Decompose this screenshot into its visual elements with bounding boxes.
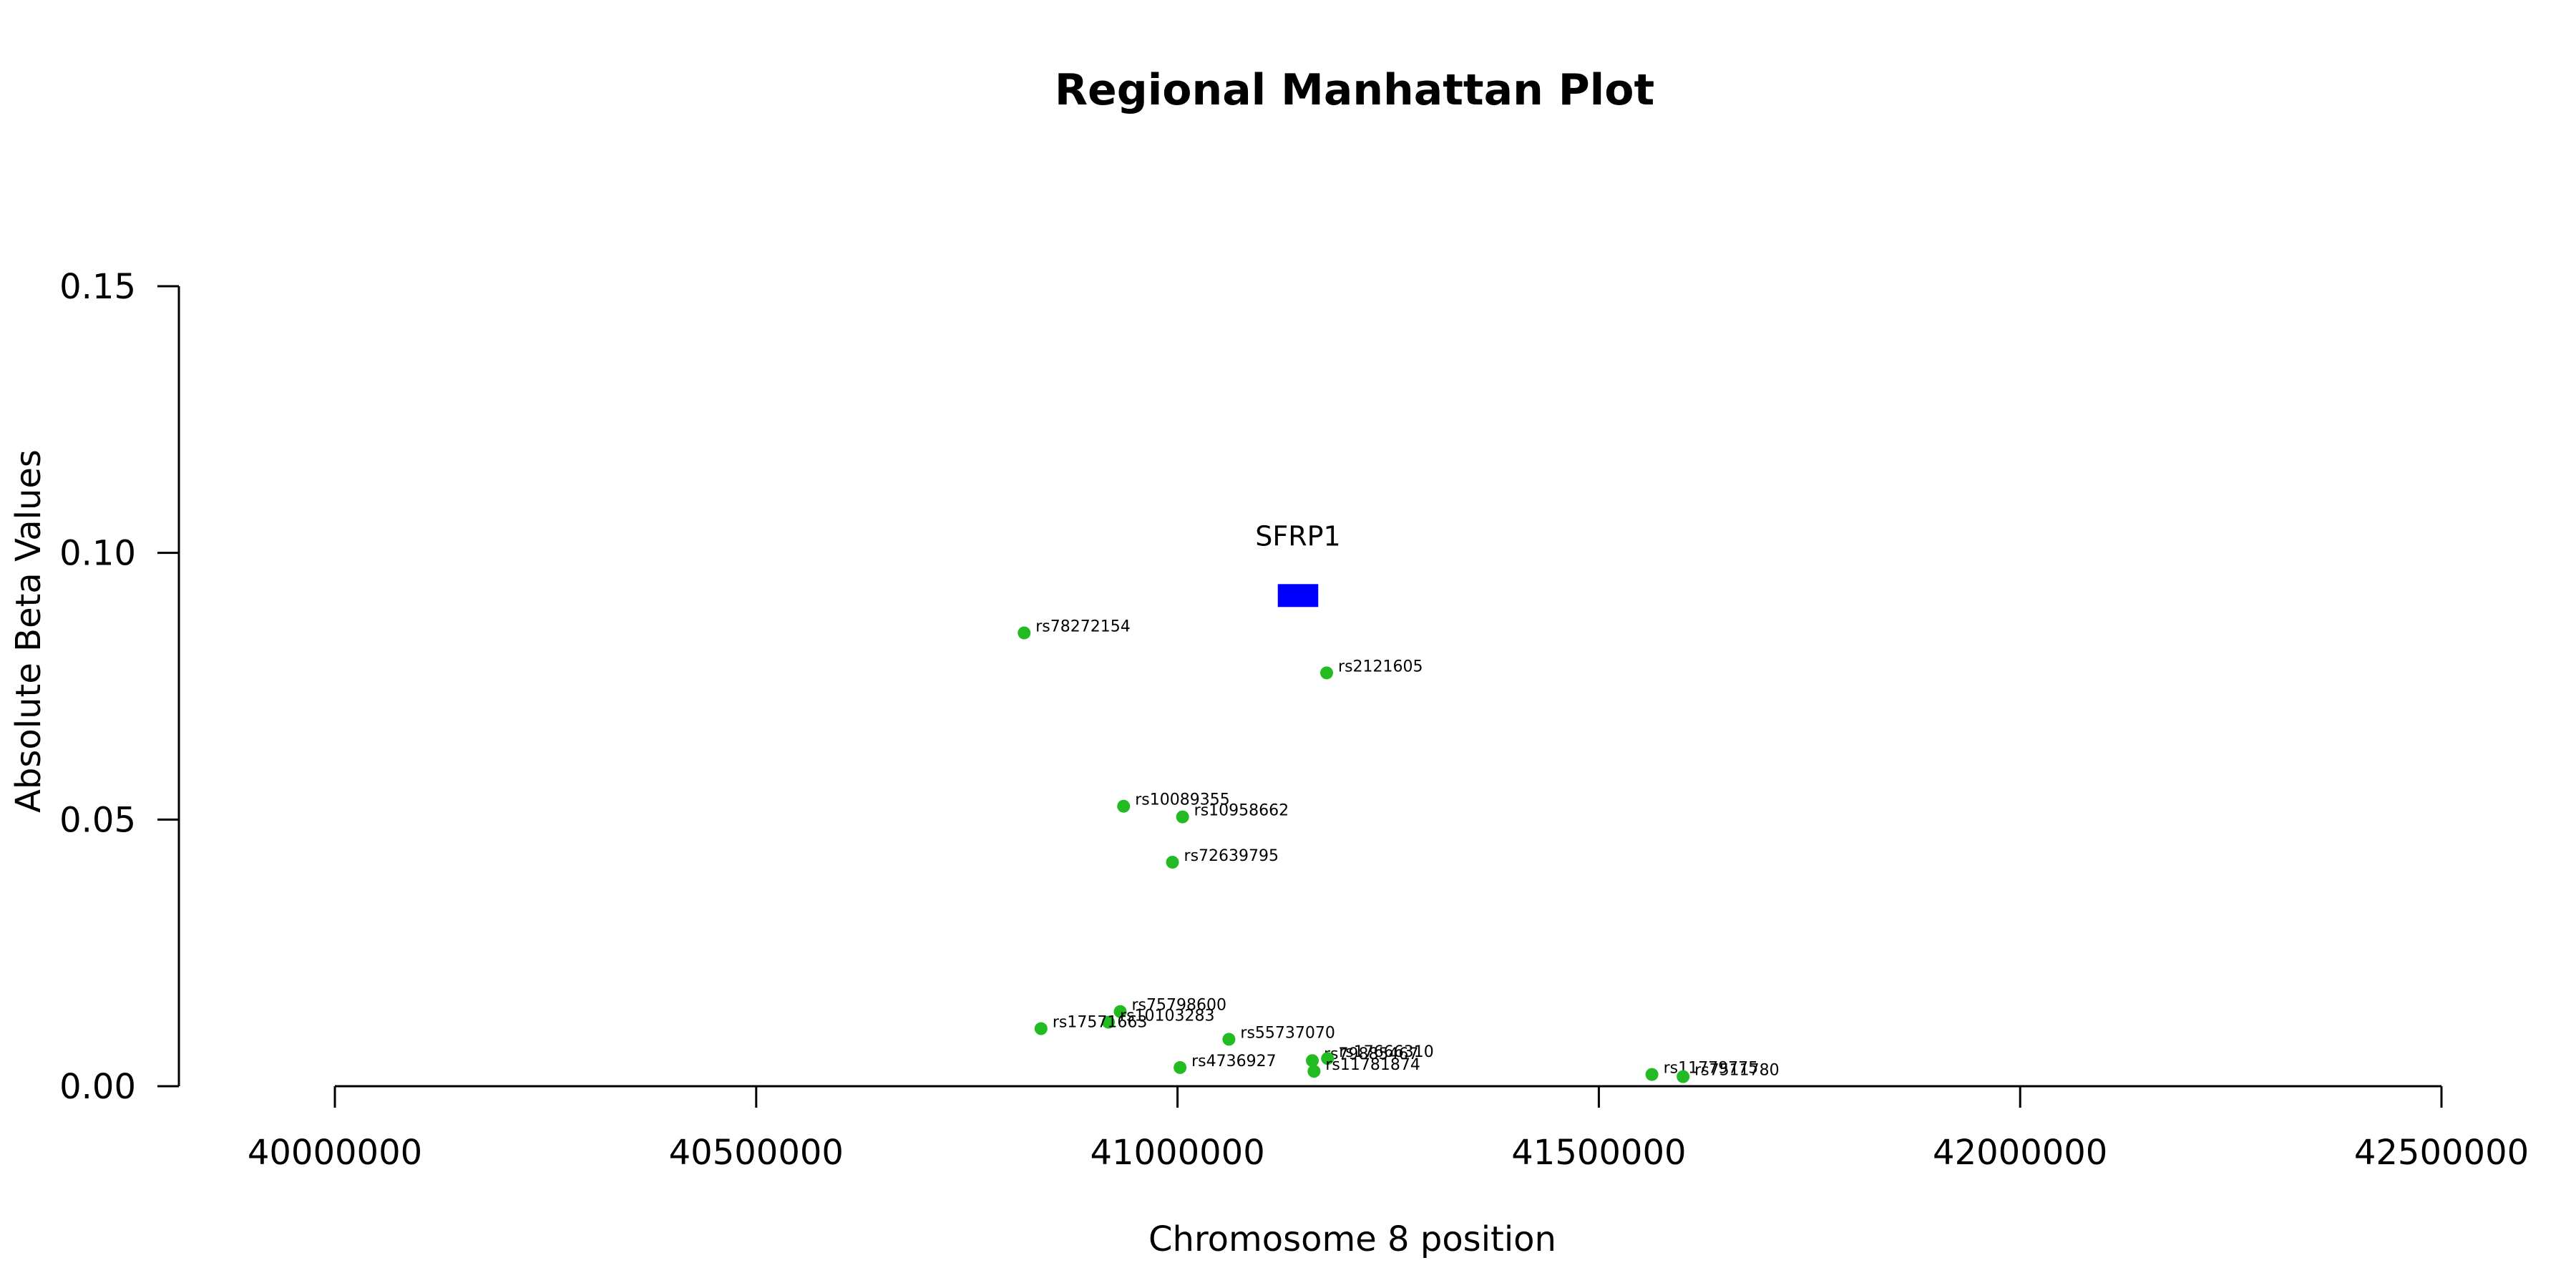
- snp-label: rs2121605: [1338, 658, 1423, 675]
- chart-title: Regional Manhattan Plot: [1055, 65, 1654, 115]
- snp-point: [1320, 666, 1334, 680]
- x-tick-label: 40500000: [669, 1133, 844, 1173]
- snp-label: rs17571663: [1053, 1014, 1147, 1032]
- snp-point: [1307, 1065, 1321, 1078]
- x-axis-title: Chromosome 8 position: [1148, 1219, 1556, 1259]
- snp-point: [1306, 1054, 1319, 1068]
- snp-point: [1113, 1005, 1127, 1018]
- snp-point: [1034, 1022, 1048, 1035]
- snp-point: [1176, 810, 1189, 824]
- snp-label: rs10958662: [1194, 802, 1289, 820]
- snp-point: [1645, 1068, 1659, 1081]
- x-tick-label: 42000000: [1933, 1133, 2107, 1173]
- snp-label: rs17666310: [1339, 1043, 1433, 1061]
- gene-track: SFRP1: [1255, 520, 1341, 608]
- snp-point: [1117, 799, 1131, 813]
- snp-label: rs78272154: [1035, 618, 1130, 635]
- gene-label: SFRP1: [1255, 520, 1340, 552]
- snp-point: [1174, 1060, 1187, 1074]
- snp-point: [1166, 855, 1179, 869]
- snp-point: [1321, 1052, 1335, 1065]
- snp-label: rs7511780: [1694, 1062, 1780, 1080]
- snp-label: rs75798600: [1132, 997, 1226, 1015]
- x-tick-label: 41500000: [1511, 1133, 1686, 1173]
- snp-label: rs4736927: [1191, 1053, 1277, 1070]
- x-tick-label: 41000000: [1090, 1133, 1264, 1173]
- snp-label: rs72639795: [1184, 847, 1279, 865]
- x-tick-label: 40000000: [248, 1133, 422, 1173]
- x-axis: 40000000 40500000 41000000 41500000 42000000…: [248, 1085, 2529, 1173]
- snp-label: rs55737070: [1240, 1024, 1335, 1042]
- y-axis: 0.00 0.05 0.10 0.15: [59, 267, 180, 1107]
- snp-point: [1222, 1033, 1236, 1046]
- snp-point: [1018, 626, 1031, 640]
- snp-label: rs10103283: [1120, 1008, 1214, 1025]
- snp-point: [1102, 1015, 1116, 1029]
- snp-label: rs11781874: [1325, 1056, 1420, 1074]
- snp-label: rs10089355: [1135, 791, 1229, 809]
- snp-label: rs79885467: [1324, 1045, 1418, 1063]
- y-tick-label: 0.15: [59, 267, 136, 307]
- gene-box: [1277, 584, 1319, 608]
- y-axis-title: Absolute Beta Values: [9, 449, 49, 813]
- snp-point: [1677, 1070, 1690, 1083]
- x-tick-label: 42500000: [2354, 1133, 2529, 1173]
- y-tick-label: 0.05: [59, 800, 136, 840]
- y-tick-label: 0.00: [59, 1067, 136, 1107]
- y-tick-label: 0.10: [59, 534, 136, 574]
